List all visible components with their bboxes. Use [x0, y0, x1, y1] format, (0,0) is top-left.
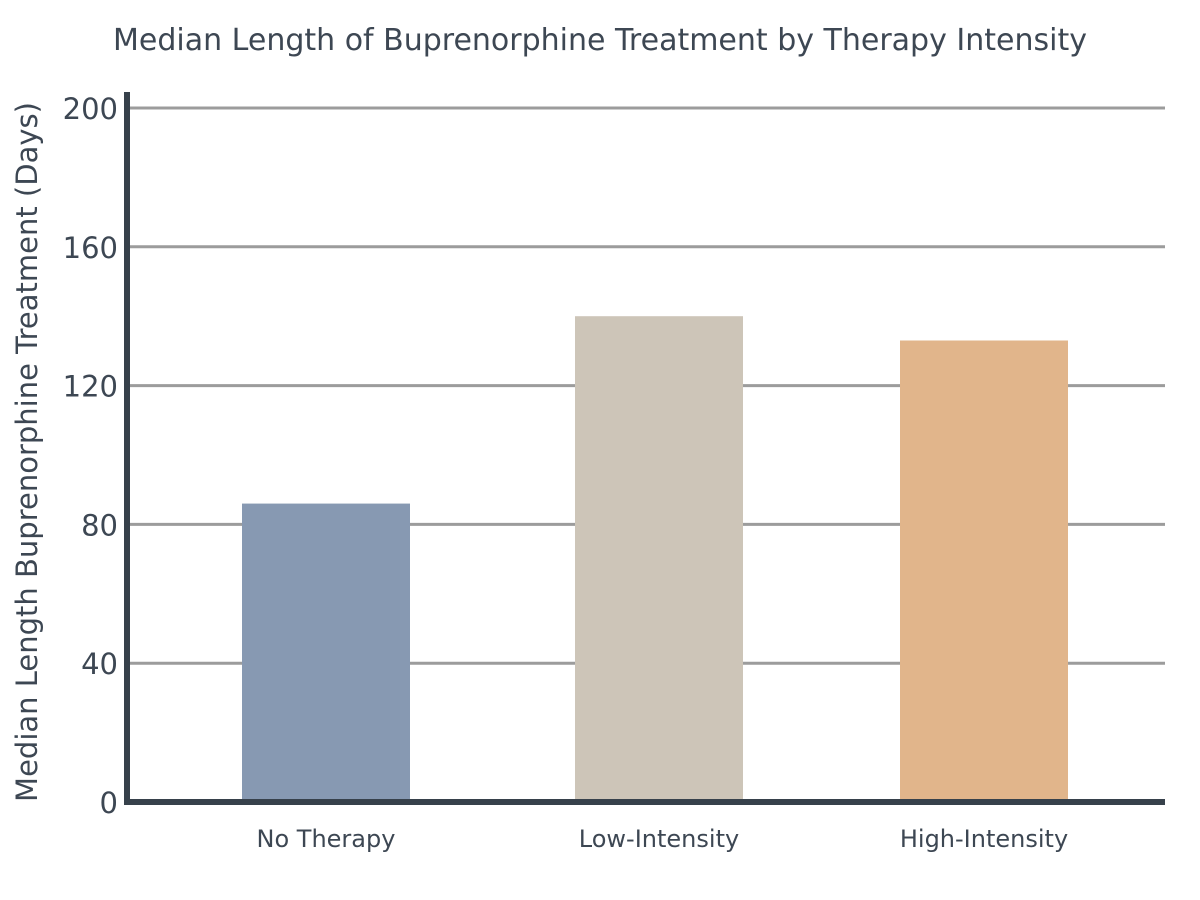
bars-layer	[242, 316, 1068, 802]
bar	[900, 340, 1068, 802]
axes-layer	[124, 92, 1165, 805]
y-tick-label: 0	[100, 786, 118, 820]
bar	[575, 316, 743, 802]
x-tick-label: High-Intensity	[900, 825, 1068, 853]
y-tick-label: 160	[63, 231, 118, 265]
x-tick-label: Low-Intensity	[579, 825, 739, 853]
chart-title: Median Length of Buprenorphine Treatment…	[113, 23, 1087, 58]
x-tick-label: No Therapy	[257, 825, 396, 853]
y-tick-label: 80	[81, 508, 118, 542]
y-tick-label: 120	[63, 370, 118, 404]
ticks-layer: 0 40 80 120 160 200 No Therapy Low-Intensity Hig…	[63, 92, 1069, 853]
y-tick-label: 40	[81, 647, 118, 681]
bar	[242, 503, 410, 802]
y-axis-label: Median Length Buprenorphine Treatment (D…	[10, 102, 44, 802]
y-tick-label: 200	[63, 92, 118, 126]
